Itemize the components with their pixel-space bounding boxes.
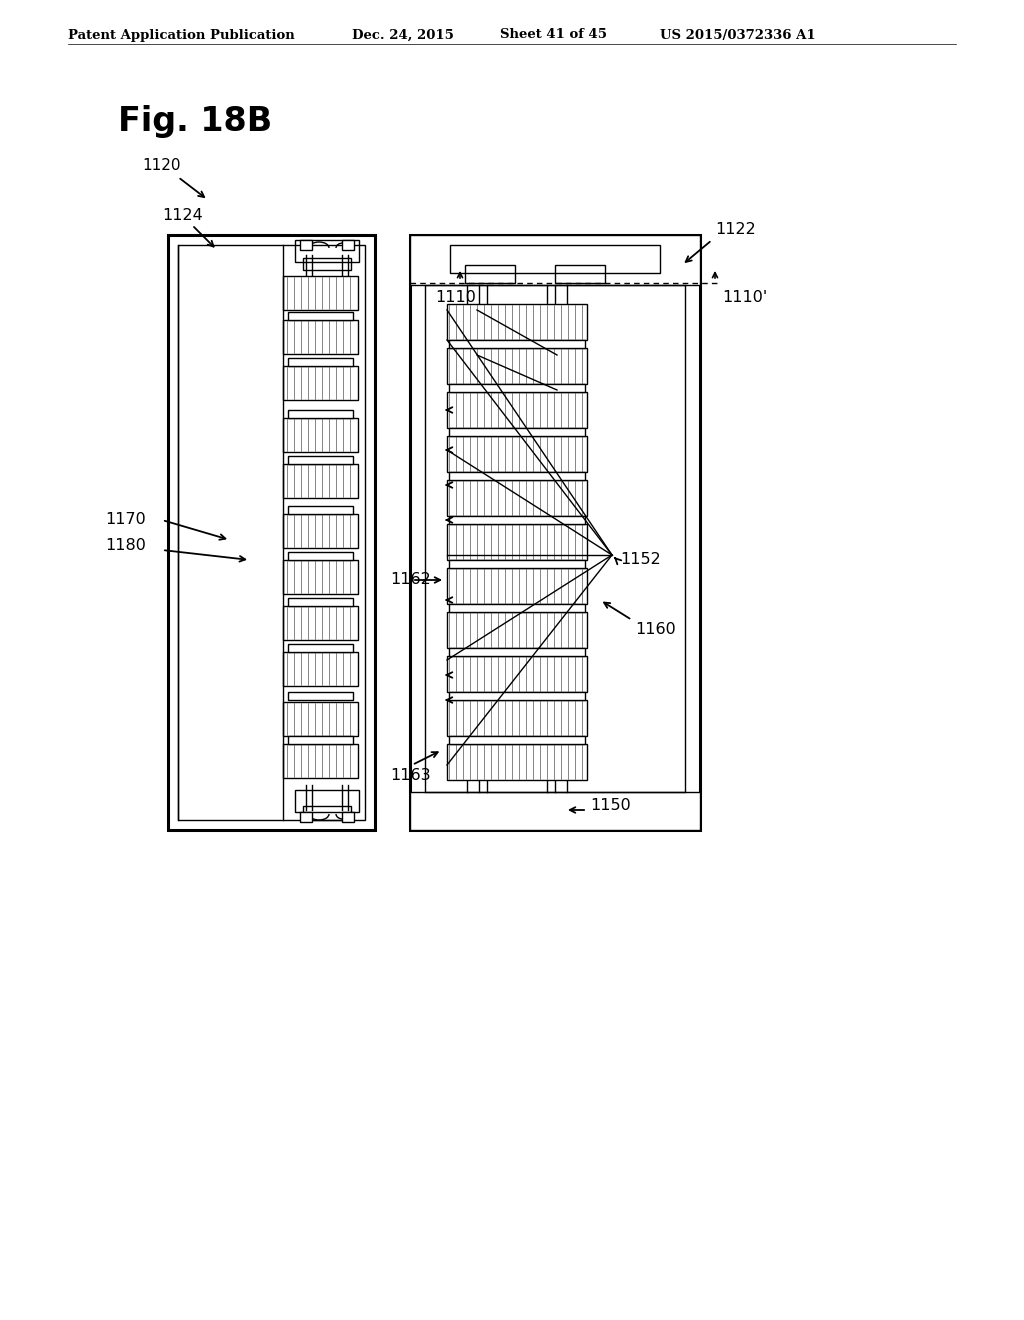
Bar	[303, 807, 351, 820]
Bar	[447, 700, 587, 737]
Bar	[283, 606, 358, 640]
Bar	[447, 524, 587, 560]
Bar	[449, 737, 585, 744]
Bar	[449, 384, 585, 392]
Text: 1110': 1110'	[722, 290, 767, 305]
Bar	[288, 598, 353, 606]
Bar	[555, 265, 605, 282]
Bar	[303, 257, 351, 271]
Text: 1162: 1162	[390, 573, 431, 587]
Bar	[449, 428, 585, 436]
Bar	[283, 702, 358, 737]
Bar	[283, 652, 358, 686]
Text: 1180: 1180	[105, 537, 145, 553]
Bar	[288, 411, 353, 418]
Bar	[288, 506, 353, 513]
Bar	[410, 792, 700, 830]
Bar	[449, 473, 585, 480]
Bar	[342, 240, 354, 249]
Text: 1160: 1160	[635, 623, 676, 638]
Text: Patent Application Publication: Patent Application Publication	[68, 29, 295, 41]
Bar	[449, 516, 585, 524]
Bar	[283, 465, 358, 498]
Bar	[283, 744, 358, 777]
Bar	[178, 246, 365, 820]
Bar	[447, 612, 587, 648]
Bar	[288, 552, 353, 560]
Bar	[283, 276, 358, 310]
Text: 1163: 1163	[390, 767, 431, 783]
Bar	[283, 560, 358, 594]
Bar	[447, 480, 587, 516]
Bar	[410, 235, 700, 830]
Bar	[300, 812, 312, 822]
Bar	[447, 304, 587, 341]
Bar	[283, 319, 358, 354]
Bar	[288, 455, 353, 465]
Text: US 2015/0372336 A1: US 2015/0372336 A1	[660, 29, 816, 41]
Bar	[447, 744, 587, 780]
Bar	[168, 235, 375, 830]
Bar	[288, 312, 353, 319]
Bar	[295, 240, 359, 261]
Text: 1122: 1122	[715, 223, 756, 238]
Bar	[288, 644, 353, 652]
Bar	[288, 358, 353, 366]
Bar	[449, 560, 585, 568]
Text: 1170: 1170	[105, 512, 145, 528]
Bar	[449, 692, 585, 700]
Bar	[449, 605, 585, 612]
Bar	[447, 436, 587, 473]
Bar	[283, 513, 358, 548]
Bar	[447, 568, 587, 605]
Bar	[342, 812, 354, 822]
Bar	[449, 341, 585, 348]
Text: Fig. 18B: Fig. 18B	[118, 106, 272, 139]
Bar	[283, 366, 358, 400]
Bar	[447, 392, 587, 428]
Bar	[283, 418, 358, 451]
Bar	[450, 246, 660, 273]
Text: 1110: 1110	[435, 290, 476, 305]
Text: 1120: 1120	[142, 157, 180, 173]
Text: Sheet 41 of 45: Sheet 41 of 45	[500, 29, 607, 41]
Text: 1152: 1152	[620, 553, 660, 568]
Bar	[288, 737, 353, 744]
Bar	[410, 235, 700, 285]
Text: Dec. 24, 2015: Dec. 24, 2015	[352, 29, 454, 41]
Bar	[447, 656, 587, 692]
Bar	[288, 692, 353, 700]
Bar	[447, 348, 587, 384]
Text: 1150: 1150	[590, 797, 631, 813]
Bar	[295, 789, 359, 812]
Bar	[449, 648, 585, 656]
Text: 1124: 1124	[162, 207, 203, 223]
Bar	[465, 265, 515, 282]
Bar	[300, 240, 312, 249]
